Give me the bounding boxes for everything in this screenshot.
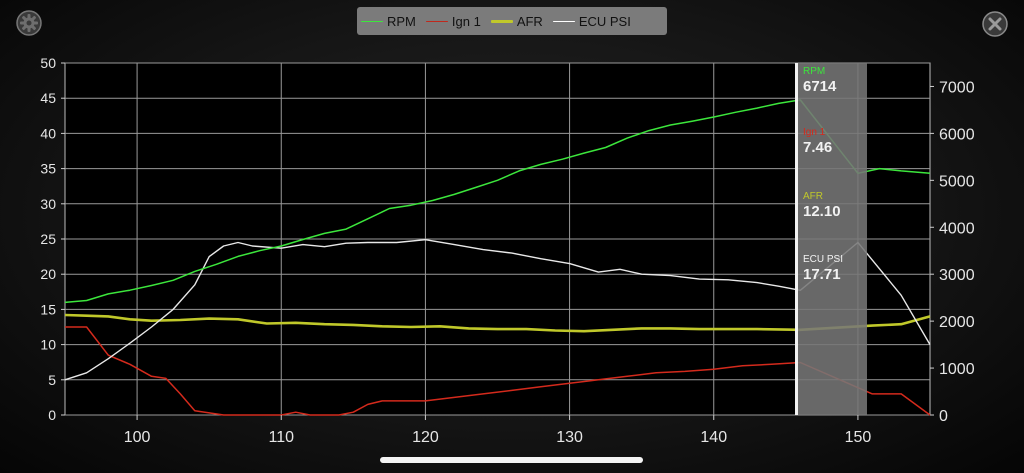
legend-swatch (491, 20, 513, 23)
readout-afr: AFR 12.10 (803, 191, 841, 220)
legend-item-ecu-psi[interactable]: ECU PSI (553, 14, 631, 29)
readout-ecu-psi: ECU PSI 17.71 (803, 254, 843, 283)
x-tick-label: 100 (124, 429, 151, 446)
x-tick-label: 130 (556, 429, 583, 446)
x-tick-label: 140 (700, 429, 727, 446)
legend-label: RPM (387, 14, 416, 29)
right-tick-label: 4000 (939, 220, 975, 237)
readout-value: 6714 (803, 78, 836, 95)
legend-item-rpm[interactable]: RPM (361, 14, 416, 29)
x-tick-label: 120 (412, 429, 439, 446)
x-axis: 100 110 120 130 140 150 (124, 415, 872, 446)
legend-swatch (426, 21, 448, 22)
readout-label: AFR (803, 191, 841, 203)
left-axis: 0 5 10 15 20 25 30 35 40 45 50 (40, 55, 65, 423)
legend-label: ECU PSI (579, 14, 631, 29)
home-indicator[interactable] (380, 457, 643, 463)
right-tick-label: 0 (939, 408, 948, 425)
cursor-readout-panel: RPM 6714 Ign 1 7.46 AFR 12.10 ECU PSI 17… (797, 63, 867, 415)
x-tick-label: 150 (845, 429, 872, 446)
right-tick-label: 7000 (939, 79, 975, 96)
left-tick-label: 30 (40, 196, 56, 212)
legend-item-afr[interactable]: AFR (491, 14, 543, 29)
readout-value: 17.71 (803, 266, 843, 283)
legend-label: Ign 1 (452, 14, 481, 29)
right-tick-label: 2000 (939, 314, 975, 331)
cursor-handle[interactable] (795, 63, 798, 415)
readout-label: Ign 1 (803, 127, 832, 139)
close-icon[interactable] (982, 11, 1008, 37)
right-axis: 0 1000 2000 3000 4000 5000 6000 7000 (930, 79, 975, 425)
gear-icon[interactable] (16, 10, 42, 36)
readout-label: ECU PSI (803, 254, 843, 266)
readout-label: RPM (803, 66, 836, 78)
right-tick-label: 1000 (939, 361, 975, 378)
left-tick-label: 50 (40, 55, 56, 71)
left-tick-label: 10 (40, 337, 56, 353)
legend-swatch (553, 21, 575, 22)
left-tick-label: 40 (40, 125, 56, 141)
right-tick-label: 6000 (939, 126, 975, 143)
left-tick-label: 45 (40, 90, 56, 106)
right-tick-label: 5000 (939, 173, 975, 190)
readout-ign-1: Ign 1 7.46 (803, 127, 832, 156)
readout-value: 7.46 (803, 139, 832, 156)
left-tick-label: 35 (40, 161, 56, 177)
readout-value: 12.10 (803, 203, 841, 220)
legend-label: AFR (517, 14, 543, 29)
left-tick-label: 0 (48, 407, 56, 423)
legend-item-ign-1[interactable]: Ign 1 (426, 14, 481, 29)
left-tick-label: 15 (40, 301, 56, 317)
left-tick-label: 25 (40, 231, 56, 247)
x-tick-label: 110 (268, 429, 294, 446)
right-tick-label: 3000 (939, 267, 975, 284)
left-tick-label: 5 (48, 372, 56, 388)
left-tick-label: 20 (40, 266, 56, 282)
readout-rpm: RPM 6714 (803, 66, 836, 95)
legend[interactable]: RPM Ign 1 AFR ECU PSI (357, 7, 667, 35)
legend-swatch (361, 21, 383, 22)
